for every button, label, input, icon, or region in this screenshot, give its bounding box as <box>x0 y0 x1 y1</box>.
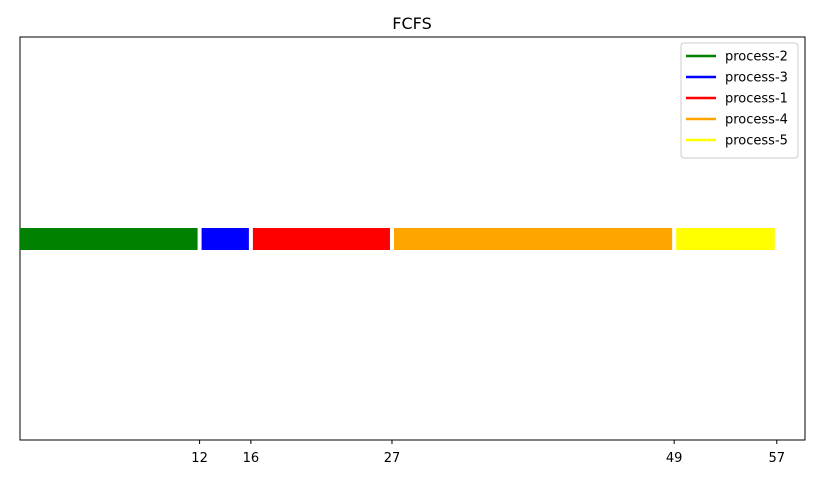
legend-label-process-1: process-1 <box>725 92 788 107</box>
bars-group <box>20 228 775 250</box>
legend-label-process-2: process-2 <box>725 50 788 65</box>
x-tick-label: 16 <box>243 451 260 466</box>
x-tick-label: 49 <box>666 451 683 466</box>
chart-title: FCFS <box>392 14 431 33</box>
legend-box <box>680 42 799 159</box>
legend-label-process-3: process-3 <box>725 71 788 86</box>
legend-label-process-4: process-4 <box>725 113 788 128</box>
bar-process-4 <box>393 228 673 250</box>
x-tick-label: 12 <box>191 451 208 466</box>
bar-process-1 <box>252 228 390 250</box>
x-axis-ticks: 12 16 27 49 57 <box>191 440 785 466</box>
bar-process-2 <box>20 228 198 250</box>
x-tick-label: 27 <box>384 451 401 466</box>
x-tick-label: 57 <box>769 451 786 466</box>
legend-label-process-5: process-5 <box>725 134 788 149</box>
bar-process-5 <box>676 228 775 250</box>
legend: process-2 process-3 process-1 process-4 proc… <box>680 42 799 159</box>
bar-process-3 <box>201 228 249 250</box>
